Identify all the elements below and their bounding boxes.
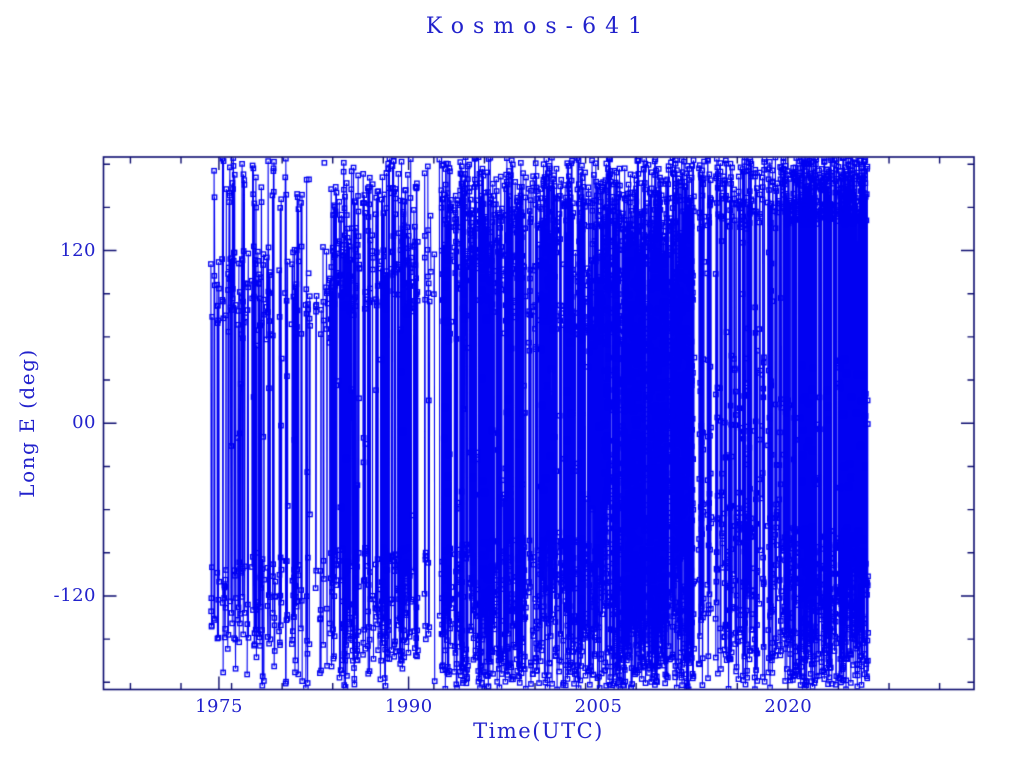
x-axis-title: Time(UTC) (473, 719, 604, 743)
y-tick-label-neg120: -120 (53, 584, 96, 606)
x-tick-label-1975: 1975 (195, 696, 243, 717)
y-tick-label-00: 00 (72, 412, 96, 434)
x-tick-label-2020: 2020 (764, 696, 813, 717)
y-tick-label-120: 120 (60, 239, 96, 261)
x-tick-label-2005: 2005 (574, 696, 623, 717)
x-tick-label-1990: 1990 (384, 696, 433, 717)
chart-title: Kosmos-641 (425, 14, 652, 39)
